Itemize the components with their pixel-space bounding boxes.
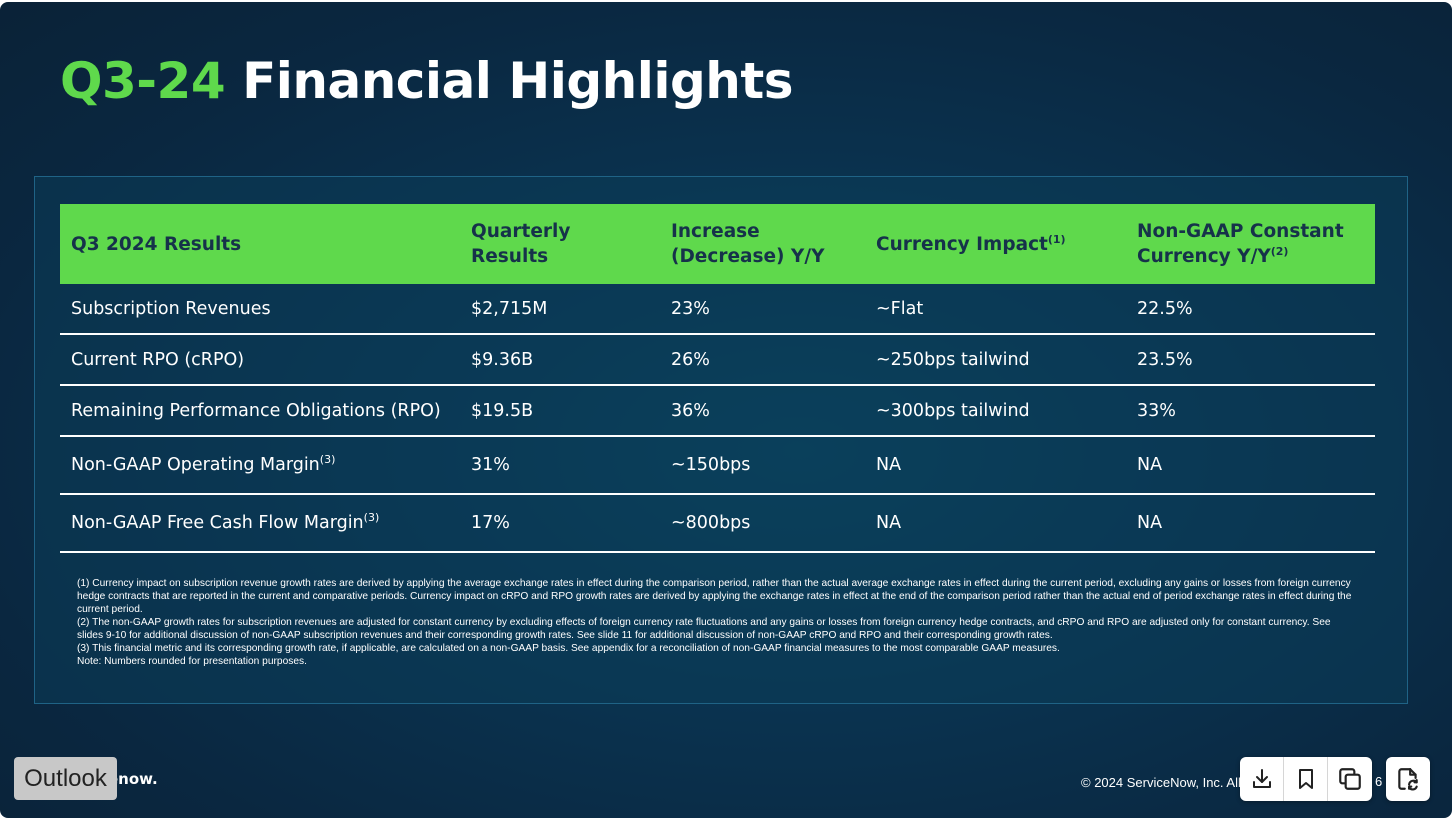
document-sync-icon [1395, 766, 1421, 792]
footnote-3: (3) This financial metric and its corres… [77, 643, 1060, 654]
cell-constant: 33% [1126, 385, 1375, 437]
results-panel: Q3 2024 Results Quarterly Results Increa… [34, 176, 1408, 704]
cell-currency: ~250bps tailwind [865, 334, 1126, 386]
image-action-toolbar [1240, 757, 1372, 801]
bookmark-button[interactable] [1284, 757, 1328, 801]
page-number: 6 [1375, 774, 1383, 789]
cell-metric: Non-GAAP Operating Margin(3) [60, 436, 460, 495]
cell-change: 23% [660, 284, 865, 335]
servicenow-logo: enow. [108, 770, 158, 788]
title-accent: Q3-24 [60, 52, 226, 110]
download-button[interactable] [1240, 757, 1284, 801]
cell-quarterly: $2,715M [460, 284, 660, 335]
cell-constant: NA [1126, 494, 1375, 553]
cell-metric: Remaining Performance Obligations (RPO) [60, 385, 460, 437]
cell-quarterly: 17% [460, 494, 660, 553]
table-row: Remaining Performance Obligations (RPO) … [60, 385, 1375, 437]
cell-currency: NA [865, 494, 1126, 553]
cell-metric: Subscription Revenues [60, 284, 460, 335]
cell-metric: Non-GAAP Free Cash Flow Margin(3) [60, 494, 460, 553]
footnote-ref: (2) [1270, 244, 1289, 258]
download-icon [1250, 767, 1274, 791]
footnote-note: Note: Numbers rounded for presentation p… [77, 656, 307, 667]
cell-quarterly: $19.5B [460, 385, 660, 437]
cell-change: 26% [660, 334, 865, 386]
table-header-row: Q3 2024 Results Quarterly Results Increa… [60, 204, 1375, 284]
cell-constant: NA [1126, 436, 1375, 495]
outlook-button[interactable]: Outlook [14, 757, 117, 800]
table-row: Non-GAAP Operating Margin(3) 31% ~150bps… [60, 436, 1375, 495]
header-quarterly-results: Quarterly Results [460, 204, 660, 284]
extension-button[interactable] [1386, 757, 1430, 801]
cell-change: 36% [660, 385, 865, 437]
footnote-ref: (3) [319, 453, 336, 467]
footnote-ref: (3) [363, 511, 380, 525]
header-constant-currency: Non-GAAP Constant Currency Y/Y(2) [1126, 204, 1375, 284]
copy-button[interactable] [1328, 757, 1372, 801]
cell-currency: ~Flat [865, 284, 1126, 335]
header-increase-decrease: Increase (Decrease) Y/Y [660, 204, 865, 284]
header-currency-impact: Currency Impact(1) [865, 204, 1126, 284]
footnote-2: (2) The non-GAAP growth rates for subscr… [77, 617, 1331, 641]
cell-change: ~800bps [660, 494, 865, 553]
results-table: Q3 2024 Results Quarterly Results Increa… [60, 204, 1375, 553]
cell-constant: 22.5% [1126, 284, 1375, 335]
bookmark-icon [1294, 767, 1318, 791]
table-row: Current RPO (cRPO) $9.36B 26% ~250bps ta… [60, 334, 1375, 386]
table-row: Subscription Revenues $2,715M 23% ~Flat … [60, 284, 1375, 335]
cell-quarterly: 31% [460, 436, 660, 495]
title-text: Financial Highlights [242, 52, 794, 110]
cell-change: ~150bps [660, 436, 865, 495]
cell-currency: ~300bps tailwind [865, 385, 1126, 437]
cell-metric: Current RPO (cRPO) [60, 334, 460, 386]
table-row: Non-GAAP Free Cash Flow Margin(3) 17% ~8… [60, 494, 1375, 553]
copy-icon [1337, 766, 1363, 792]
cell-currency: NA [865, 436, 1126, 495]
copyright-text: © 2024 ServiceNow, Inc. All [1081, 775, 1241, 790]
footnotes: (1) Currency impact on subscription reve… [77, 577, 1357, 668]
cell-quarterly: $9.36B [460, 334, 660, 386]
footnote-ref: (1) [1047, 232, 1066, 246]
header-metric: Q3 2024 Results [60, 204, 460, 284]
footnote-1: (1) Currency impact on subscription reve… [77, 578, 1352, 615]
cell-constant: 23.5% [1126, 334, 1375, 386]
slide-title: Q3-24 Financial Highlights [60, 52, 794, 110]
